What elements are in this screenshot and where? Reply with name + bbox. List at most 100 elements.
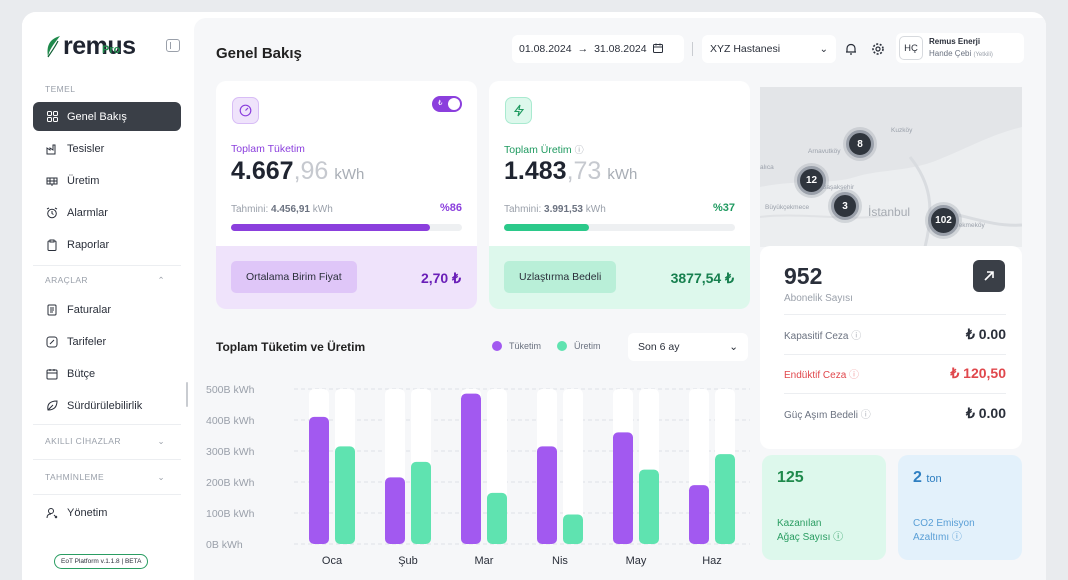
sidebar-item-surdurulebilirlik[interactable]: Sürdürülebilirlik bbox=[33, 391, 181, 420]
map-label: Arnavutköy bbox=[808, 148, 841, 155]
sidebar-item-uretim[interactable]: Üretim bbox=[33, 166, 181, 195]
stat-label: Endüktif Ceza bbox=[784, 370, 847, 381]
stat-row-inductive: Endüktif Ceza ⓘ ₺ 120,50 bbox=[784, 365, 1006, 382]
sidebar-item-tesisler[interactable]: Tesisler bbox=[33, 134, 181, 163]
average-unit-price-button[interactable]: Ortalama Birim Fiyat bbox=[231, 261, 357, 293]
estimate-unit: kWh bbox=[585, 204, 606, 215]
gear-icon[interactable] bbox=[871, 42, 885, 56]
leaf-logo-icon bbox=[47, 36, 60, 58]
stat-label-line: Kapasitif Ceza ⓘ bbox=[784, 327, 861, 342]
sidebar-item-label: Alarmlar bbox=[67, 206, 108, 219]
x-tick-label: Haz bbox=[702, 555, 722, 567]
app-window: remus Pro TEMEL Genel Bakış Tesisler Üre… bbox=[22, 12, 1046, 580]
info-icon[interactable]: ⓘ bbox=[951, 532, 962, 543]
sidebar: remus Pro TEMEL Genel Bakış Tesisler Üre… bbox=[22, 12, 194, 580]
map-label: alıca bbox=[760, 164, 774, 171]
bar-consumption bbox=[689, 485, 709, 544]
x-tick-label: May bbox=[626, 555, 647, 567]
collapse-sidebar-icon[interactable] bbox=[166, 39, 180, 52]
main-content: Genel Bakış 01.08.2024 → 31.08.2024 XYZ … bbox=[194, 18, 1046, 580]
sidebar-item-faturalar[interactable]: Faturalar bbox=[33, 295, 181, 324]
subscription-stats-card: 952 Abonelik Sayısı Kapasitif Ceza ⓘ ₺ 0… bbox=[760, 246, 1022, 449]
y-tick-label: 400B kWh bbox=[206, 415, 255, 427]
production-card: Toplam Üretim ⓘ 1.483,73 kWh Tahmini: 3.9… bbox=[489, 81, 750, 309]
bar-production bbox=[639, 469, 659, 544]
sidebar-item-yonetim[interactable]: Yönetim bbox=[33, 498, 181, 527]
average-unit-price-value: 2,70 ₺ bbox=[420, 270, 461, 286]
logo-pro: Pro bbox=[102, 44, 121, 56]
legend-label: Üretim bbox=[574, 341, 601, 351]
estimate-label: Tahmini: bbox=[231, 204, 269, 215]
bar-production bbox=[715, 454, 735, 544]
solar-panel-icon bbox=[46, 175, 58, 187]
map-cluster[interactable]: 12 bbox=[797, 166, 826, 195]
info-icon[interactable]: ⓘ bbox=[860, 410, 871, 421]
sidebar-item-label: Üretim bbox=[67, 174, 100, 187]
settlement-fee-button[interactable]: Uzlaştırma Bedeli bbox=[504, 261, 617, 293]
trees-value: 125 bbox=[777, 469, 804, 486]
section-araclar[interactable]: ARAÇLAR ⌃ bbox=[45, 275, 165, 286]
consumption-production-chart: 0B kWh 100B kWh 200B kWh 300B kWh 400B kWh 50… bbox=[206, 384, 750, 567]
map-cluster[interactable]: 8 bbox=[846, 130, 874, 158]
map-cluster[interactable]: 3 bbox=[831, 192, 859, 220]
section-temel: TEMEL bbox=[45, 84, 165, 94]
sidebar-item-label: Yönetim bbox=[67, 506, 108, 519]
production-progress-fill bbox=[504, 224, 590, 231]
alarm-clock-icon bbox=[46, 207, 58, 219]
leaf-icon bbox=[46, 399, 58, 412]
bar-consumption bbox=[309, 416, 329, 544]
consumption-label: Toplam Tüketim bbox=[231, 143, 305, 155]
bell-icon[interactable] bbox=[844, 42, 858, 56]
consumption-value-dec: ,96 bbox=[293, 157, 329, 185]
gauge-icon bbox=[232, 97, 259, 124]
info-icon[interactable]: ⓘ bbox=[849, 370, 860, 381]
sidebar-item-label: Tesisler bbox=[67, 142, 105, 155]
sidebar-item-butce[interactable]: Bütçe bbox=[33, 359, 181, 388]
currency-toggle[interactable]: ₺ bbox=[432, 96, 462, 112]
info-icon[interactable]: ⓘ bbox=[833, 532, 844, 543]
hospital-select[interactable]: XYZ Hastanesi ⌄ bbox=[702, 35, 836, 63]
production-value-int: 1.483 bbox=[504, 157, 567, 185]
section-tahminleme[interactable]: TAHMİNLEME ⌄ bbox=[45, 472, 165, 483]
stat-row-power-excess: Güç Aşım Bedeli ⓘ ₺ 0.00 bbox=[784, 405, 1006, 422]
divider bbox=[33, 494, 181, 495]
divider bbox=[33, 265, 181, 266]
bar-consumption bbox=[537, 446, 557, 544]
sidebar-item-raporlar[interactable]: Raporlar bbox=[33, 230, 181, 259]
period-select[interactable]: Son 6 ay ⌄ bbox=[628, 333, 748, 361]
production-value-dec: ,73 bbox=[566, 157, 602, 185]
legend-production[interactable]: Üretim bbox=[557, 341, 601, 351]
production-label-line: Toplam Üretim ⓘ bbox=[504, 143, 584, 156]
info-icon[interactable]: ⓘ bbox=[851, 331, 862, 342]
map-cluster[interactable]: 102 bbox=[928, 205, 959, 236]
arrow-up-right-icon bbox=[984, 271, 994, 281]
sidebar-scrollbar[interactable] bbox=[186, 382, 188, 407]
logo[interactable]: remus bbox=[44, 34, 136, 59]
expand-button[interactable] bbox=[973, 260, 1005, 292]
co2-unit: ton bbox=[926, 473, 942, 485]
bar-production bbox=[487, 492, 507, 544]
tariff-icon bbox=[46, 336, 58, 348]
co2-label: CO2 Emisyon Azaltımı ⓘ bbox=[913, 517, 975, 545]
chevron-up-icon: ⌃ bbox=[157, 275, 165, 285]
hospital-select-value: XYZ Hastanesi bbox=[710, 43, 781, 55]
sidebar-item-alarmlar[interactable]: Alarmlar bbox=[33, 198, 181, 227]
section-akilli-cihazlar[interactable]: AKILLI CİHAZLAR ⌄ bbox=[45, 436, 165, 447]
divider bbox=[784, 354, 1006, 355]
date-range-picker[interactable]: 01.08.2024 → 31.08.2024 bbox=[512, 35, 684, 63]
x-tick-label: Oca bbox=[322, 555, 343, 567]
y-tick-label: 500B kWh bbox=[206, 384, 255, 396]
section-akilli-label: AKILLI CİHAZLAR bbox=[45, 436, 121, 446]
info-icon[interactable]: ⓘ bbox=[574, 145, 584, 155]
user-name-line: Hande Çebi (Yetkili) bbox=[929, 49, 993, 58]
consumption-unit: kWh bbox=[334, 166, 365, 183]
legend-consumption[interactable]: Tüketim bbox=[492, 341, 541, 351]
chevron-down-icon: ⌄ bbox=[157, 472, 165, 482]
map[interactable]: Kuzköy Arnavutköy Başakşehir Büyükçekmec… bbox=[760, 87, 1022, 247]
chevron-down-icon: ⌄ bbox=[819, 43, 828, 55]
estimate-value: 4.456,91 bbox=[271, 204, 310, 215]
co2-label-1: CO2 Emisyon bbox=[913, 518, 975, 529]
sidebar-item-genel-bakis[interactable]: Genel Bakış bbox=[33, 102, 181, 131]
sidebar-item-tarifeler[interactable]: Tarifeler bbox=[33, 327, 181, 356]
user-menu[interactable]: HÇ Remus Enerji Hande Çebi (Yetkili) bbox=[896, 33, 1024, 63]
